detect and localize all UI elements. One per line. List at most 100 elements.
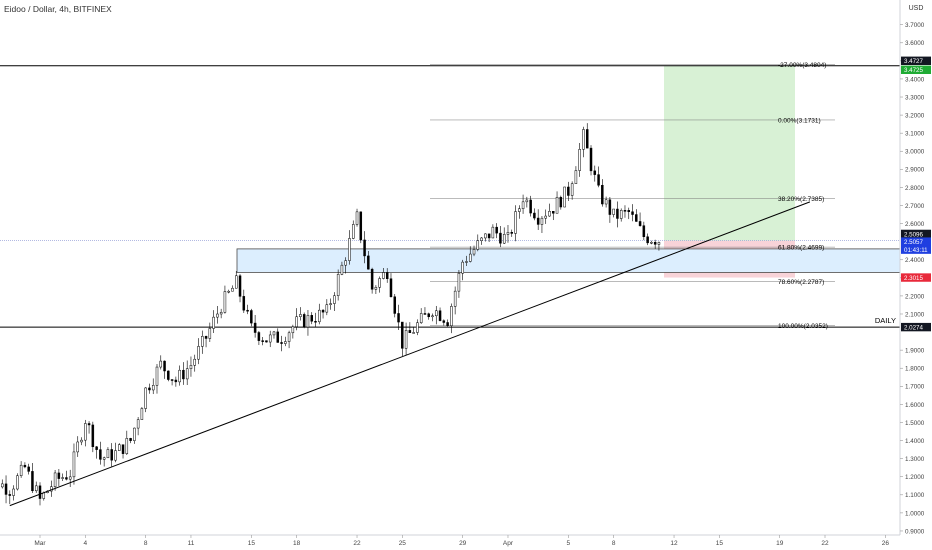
fib-level-label: 61.80%(2.4699) — [778, 245, 824, 252]
candle-body — [514, 211, 517, 234]
y-tick-label: 1.3000 — [905, 456, 925, 463]
candle-body — [50, 486, 53, 492]
y-tick-label: 1.6000 — [905, 402, 925, 409]
price-badge — [901, 56, 931, 65]
candle-body — [19, 464, 23, 476]
candle-body — [540, 217, 544, 225]
y-tick-label: 3.1000 — [905, 131, 925, 138]
candle-body — [253, 322, 257, 333]
x-tick-label: 12 — [670, 540, 678, 547]
candle-body — [650, 241, 653, 244]
candle-body — [351, 224, 355, 239]
candle-body — [321, 309, 325, 313]
x-tick-label: 8 — [612, 540, 616, 547]
y-tick-label: 3.4000 — [905, 76, 925, 83]
candle-body — [333, 295, 336, 304]
candle-body — [125, 438, 129, 454]
candle-body — [182, 369, 185, 380]
x-tick-label: 22 — [821, 540, 829, 547]
x-tick-label: 19 — [776, 540, 784, 547]
y-tick-label: 3.2000 — [905, 113, 925, 120]
y-tick-label: 2.1000 — [905, 311, 925, 318]
price-badge — [901, 229, 931, 239]
candlesticks — [1, 123, 661, 506]
candle-body — [499, 232, 502, 244]
candle-body — [72, 451, 76, 478]
candle-body — [110, 449, 113, 461]
candle-body — [555, 196, 559, 214]
candle-body — [416, 322, 419, 333]
candle-body — [442, 320, 446, 323]
candle-body — [465, 261, 468, 263]
price-badge — [901, 273, 931, 282]
candle-body — [310, 315, 313, 322]
candle-body — [370, 268, 374, 290]
x-tick-label: 4 — [83, 540, 87, 547]
candle-body — [197, 346, 200, 360]
candle-body — [57, 472, 61, 479]
candle-body — [419, 313, 423, 323]
y-tick-label: 1.1000 — [905, 492, 925, 499]
candle-body — [578, 149, 581, 171]
candle-body — [536, 217, 540, 225]
candle-body — [495, 226, 498, 234]
candle-body — [53, 472, 57, 487]
candle-body — [159, 360, 163, 368]
candle-body — [619, 210, 623, 219]
candle-body — [295, 316, 298, 328]
candle-body — [38, 485, 42, 499]
candle-body — [612, 208, 615, 215]
candle-body — [185, 368, 189, 380]
price-badge — [901, 245, 931, 254]
candle-body — [423, 313, 427, 315]
candle-body — [61, 477, 64, 479]
candle-body — [302, 314, 306, 328]
candle-body — [638, 221, 642, 226]
candle-body — [23, 464, 27, 468]
candle-body — [457, 272, 461, 292]
candle-body — [212, 316, 215, 329]
x-tick-label: 25 — [399, 540, 407, 547]
candle-body — [170, 379, 174, 381]
candle-body — [374, 287, 378, 290]
x-tick-label: 8 — [144, 540, 148, 547]
candle-body — [484, 233, 487, 239]
candle-body — [646, 236, 649, 244]
candle-body — [1, 483, 4, 488]
candle-body — [238, 275, 242, 297]
candle-body — [231, 287, 234, 292]
candle-body — [506, 232, 510, 235]
candle-body — [480, 237, 483, 241]
y-tick-label: 2.7000 — [905, 203, 925, 210]
candle-body — [87, 423, 91, 426]
y-tick-label: 2.6000 — [905, 221, 925, 228]
candle-body — [65, 477, 68, 480]
y-tick-label: 3.6000 — [905, 40, 925, 47]
price-badge — [901, 65, 931, 74]
fib-level-label: -27.00%(3.4804) — [778, 62, 826, 69]
candle-body — [348, 238, 351, 261]
candle-body — [148, 387, 151, 391]
candle-body — [450, 306, 453, 326]
candle-body — [378, 278, 381, 288]
x-tick-label: Mar — [34, 540, 46, 547]
candle-body — [627, 210, 630, 212]
candle-body — [118, 444, 121, 451]
candle-body — [570, 183, 574, 196]
candle-body — [336, 274, 340, 296]
candle-body — [510, 232, 514, 234]
candle-body — [268, 334, 272, 343]
candle-body — [635, 214, 638, 222]
candle-body — [174, 379, 178, 383]
fib-level-label: 38.20%(2.7385) — [778, 196, 824, 203]
candle-body — [201, 336, 204, 347]
candle-body — [427, 313, 430, 318]
candle-body — [291, 326, 295, 334]
candle-body — [287, 332, 291, 342]
candle-body — [472, 249, 476, 255]
candle-body — [468, 253, 472, 262]
candle-body — [265, 340, 268, 343]
candle-body — [529, 199, 532, 214]
